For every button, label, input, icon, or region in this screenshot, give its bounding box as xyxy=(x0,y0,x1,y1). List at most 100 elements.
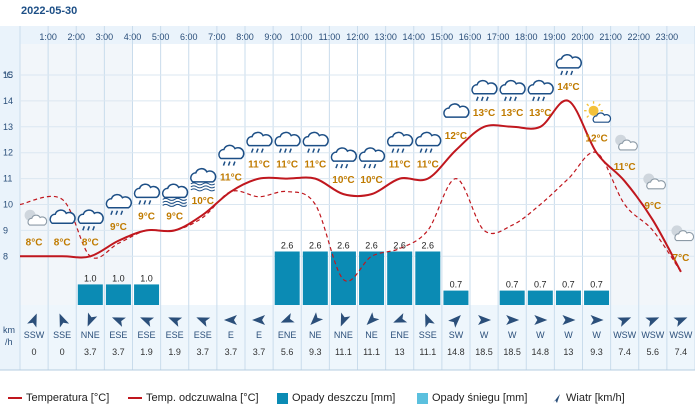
wind-band xyxy=(0,305,695,370)
hour-label: 23:00 xyxy=(656,32,679,42)
cloud-rain-icon xyxy=(386,131,414,153)
wind-speed-label: 3.7 xyxy=(112,347,125,357)
wind-direction-label: ESE xyxy=(109,330,127,340)
rain-bar xyxy=(274,251,300,305)
wind-direction-label: E xyxy=(228,330,234,340)
legend-wind: Wiatr [km/h] xyxy=(551,392,625,404)
temperature-label: 13°C xyxy=(529,108,551,119)
rain-bar xyxy=(134,284,160,305)
wind-speed-label: 3.7 xyxy=(197,347,210,357)
hour-label: 8:00 xyxy=(236,32,254,42)
wind-speed-label: 11.1 xyxy=(335,347,352,357)
rain-value-label: 0.7 xyxy=(562,280,575,290)
temperature-label: 7°C xyxy=(673,253,690,264)
rain-bar xyxy=(527,290,553,305)
temperature-label: 9°C xyxy=(110,222,127,233)
hour-label: 5:00 xyxy=(152,32,170,42)
hour-label: 3:00 xyxy=(96,32,114,42)
cloud-rain-icon xyxy=(105,193,132,216)
wind-speed-label: 3.7 xyxy=(84,347,97,357)
temperature-label: 9°C xyxy=(644,201,661,212)
wind-arrow-icon xyxy=(252,315,266,325)
rain-bar xyxy=(387,251,413,305)
rain-value-label: 2.6 xyxy=(309,241,322,251)
wind-direction-label: SSE xyxy=(53,330,71,340)
wind-direction-label: WSW xyxy=(613,330,636,340)
wind-speed-label: 13 xyxy=(563,347,573,357)
hour-label: 1:00 xyxy=(39,32,57,42)
rain-value-label: 1.0 xyxy=(84,273,97,283)
wind-direction-label: ESE xyxy=(166,330,184,340)
wind-direction-label: SW xyxy=(449,330,464,340)
cloud-moon-icon xyxy=(615,134,638,151)
legend: Temperatura [°C] Temp. odczuwalna [°C] O… xyxy=(0,392,695,408)
rain-value-label: 0.7 xyxy=(534,280,547,290)
wind-arrow-icon xyxy=(645,317,660,327)
hour-label: 21:00 xyxy=(599,32,622,42)
wind-speed-label: 14.8 xyxy=(447,347,465,357)
wind-speed-label: 18.5 xyxy=(503,347,521,357)
night-shade xyxy=(20,44,49,305)
night-shade xyxy=(610,44,639,305)
wind-direction-label: SSE xyxy=(419,330,437,340)
wind-speed-label: 5.6 xyxy=(281,347,294,357)
temperature-label: 10°C xyxy=(192,196,214,207)
wind-speed-label: 9.3 xyxy=(590,347,603,357)
wind-speed-label: 3.7 xyxy=(253,347,266,357)
hour-label: 19:00 xyxy=(543,32,566,42)
wind-direction-label: NE xyxy=(309,330,322,340)
wind-arrow-icon xyxy=(196,317,211,327)
wind-direction-label: W xyxy=(564,330,573,340)
hour-strip xyxy=(0,26,695,44)
cloud-rain-icon xyxy=(302,131,329,153)
hour-label: 12:00 xyxy=(346,32,369,42)
wind-arrow-icon xyxy=(280,313,295,323)
temperature-label: 12°C xyxy=(445,131,467,142)
background-layer xyxy=(0,26,695,370)
temperature-label: 8°C xyxy=(26,237,43,248)
wind-arrow-icon xyxy=(310,312,324,325)
cloud-moon-icon xyxy=(671,225,695,242)
wind-direction-label: NNE xyxy=(334,330,353,340)
rain-bar xyxy=(443,290,469,305)
wind-arrow-icon xyxy=(534,315,548,325)
y-unit-label: °C xyxy=(3,70,14,80)
wind-arrow-icon xyxy=(393,313,408,323)
wind-arrow-icon xyxy=(617,317,632,327)
temperature-label: 11°C xyxy=(276,160,298,171)
legend-temperature: Temperatura [°C] xyxy=(8,392,109,404)
cloud-rain-icon xyxy=(274,131,301,153)
rain-bar xyxy=(584,290,610,305)
temperature-label: 11°C xyxy=(417,160,439,171)
temperature-label: 11°C xyxy=(389,160,411,171)
cloud-moon-icon xyxy=(643,173,666,190)
hour-label: 13:00 xyxy=(374,32,397,42)
wind-direction-label: SSW xyxy=(24,330,45,340)
rain-bar xyxy=(105,284,131,305)
rain-value-label: 2.6 xyxy=(393,241,406,251)
rain-bar xyxy=(359,251,385,305)
wind-speed-label: 1.9 xyxy=(140,347,153,357)
wind-speed-label: 1.9 xyxy=(168,347,181,357)
wind-direction-label: ESE xyxy=(138,330,156,340)
y-tick-label: 8 xyxy=(3,251,8,261)
sun-cloud-icon xyxy=(584,101,612,123)
data-labels: 1.0 1.0 1.0 2.6 2.6 2.6 2.6 2.6 2.6 0.7 0.7 0.7 0.7 0… xyxy=(26,82,690,290)
rain-bar xyxy=(330,251,356,305)
wind-unit-label: /h xyxy=(5,337,13,347)
wind-arrow-icon xyxy=(140,317,155,327)
rain-value-label: 2.6 xyxy=(365,241,378,251)
temperature-label: 8°C xyxy=(54,237,71,248)
temperature-label: 13°C xyxy=(501,108,523,119)
wind-speed-label: 13 xyxy=(395,347,405,357)
cloud-rain-icon xyxy=(330,147,357,169)
temperature-label: 11°C xyxy=(248,160,270,171)
wind-speed-label: 5.6 xyxy=(647,347,660,357)
hour-label: 11:00 xyxy=(318,32,340,42)
wind-direction-label: WSW xyxy=(641,330,664,340)
wind-direction-label: ENE xyxy=(390,330,409,340)
date-title: 2022-05-30 xyxy=(21,5,78,17)
cloud-icon xyxy=(443,103,470,118)
wind-arrow-icon xyxy=(590,315,604,325)
